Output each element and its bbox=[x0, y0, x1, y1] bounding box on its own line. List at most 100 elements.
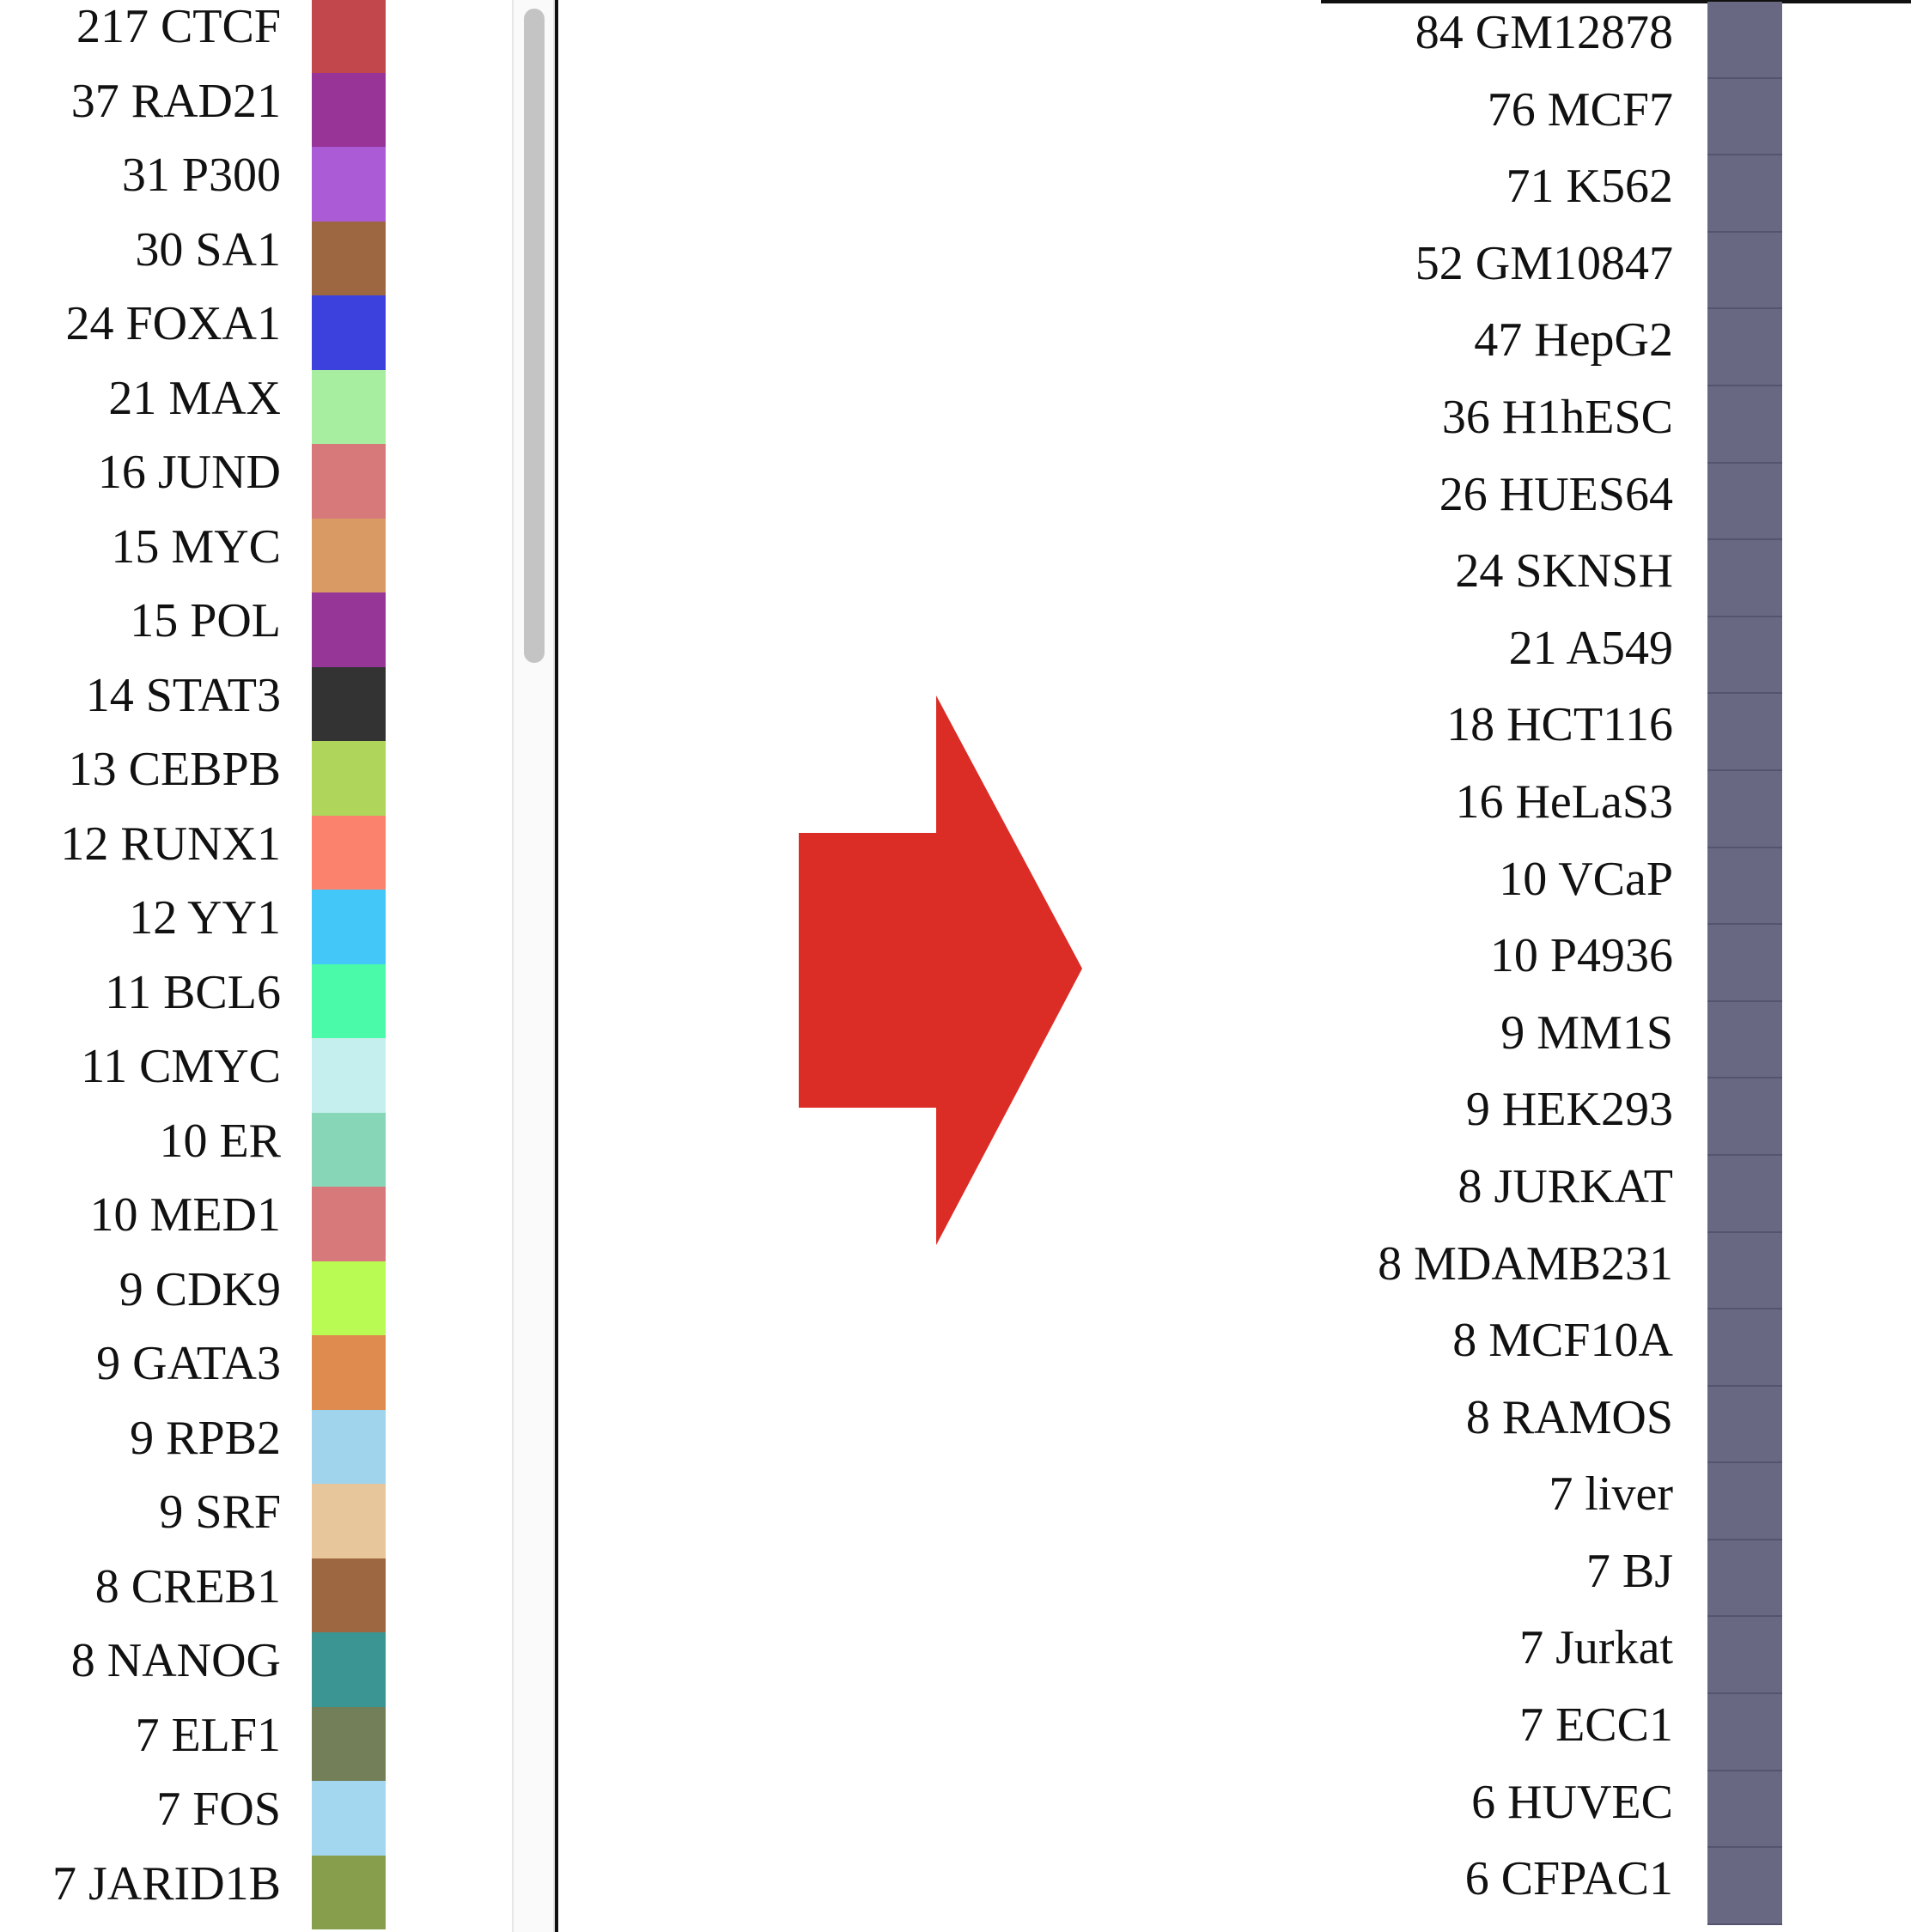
cell-line-legend-label: 36 H1hESC bbox=[1441, 390, 1673, 444]
factor-legend-label: 31 P300 bbox=[121, 149, 281, 202]
factor-legend-item[interactable]: 10 ER bbox=[0, 1112, 395, 1187]
factor-legend-item[interactable]: 9 CDK9 bbox=[0, 1261, 395, 1335]
cell-line-color-swatch bbox=[1707, 232, 1782, 310]
factor-legend-item[interactable]: 9 RPB2 bbox=[0, 1409, 395, 1484]
factor-color-swatch bbox=[312, 1038, 386, 1113]
cell-line-legend-item[interactable]: 6 CFPAC1 bbox=[1288, 1848, 1786, 1925]
cell-line-legend-item[interactable]: 6 HUVEC bbox=[1288, 1771, 1786, 1849]
cell-line-legend-item[interactable]: 10 VCaP bbox=[1288, 848, 1786, 926]
factor-legend-item[interactable]: 7 FOS bbox=[0, 1781, 395, 1856]
cell-line-legend-label: 8 MCF10A bbox=[1452, 1314, 1673, 1368]
cell-line-legend-item[interactable]: 16 HeLaS3 bbox=[1288, 770, 1786, 848]
factor-legend-label: 16 JUND bbox=[97, 446, 281, 499]
factor-legend-item[interactable]: 14 STAT3 bbox=[0, 666, 395, 741]
factor-legend-item[interactable]: 15 POL bbox=[0, 592, 395, 667]
factor-legend-label: 24 FOXA1 bbox=[65, 297, 281, 350]
cell-line-legend-item[interactable]: 71 K562 bbox=[1288, 155, 1786, 233]
cell-line-legend-item[interactable]: 47 HepG2 bbox=[1288, 309, 1786, 386]
factor-legend-list: 217 CTCF 37 RAD21 31 P300 30 SA1 24 FOXA1 21 … bbox=[0, 0, 395, 1929]
cell-line-legend-item[interactable]: 52 GM10847 bbox=[1288, 232, 1786, 310]
cell-line-color-swatch bbox=[1707, 1001, 1782, 1079]
cell-line-color-swatch bbox=[1707, 1463, 1782, 1540]
cell-line-color-swatch bbox=[1707, 463, 1782, 541]
cell-line-legend-item[interactable]: 76 MCF7 bbox=[1288, 78, 1786, 156]
cell-line-color-swatch bbox=[1707, 78, 1782, 156]
cell-line-legend-label: 18 HCT116 bbox=[1446, 698, 1673, 752]
cell-line-legend-item[interactable]: 9 HEK293 bbox=[1288, 1078, 1786, 1156]
factor-legend-item[interactable]: 21 MAX bbox=[0, 369, 395, 444]
factor-legend-item[interactable]: 12 YY1 bbox=[0, 890, 395, 964]
cell-line-legend-item[interactable]: 7 BJ bbox=[1288, 1540, 1786, 1618]
cell-line-legend-item[interactable]: 8 MCF10A bbox=[1288, 1309, 1786, 1387]
scrollbar-thumb[interactable] bbox=[524, 9, 545, 663]
factor-color-swatch bbox=[312, 963, 386, 1038]
factor-legend-item[interactable]: 11 CMYC bbox=[0, 1038, 395, 1113]
cell-line-legend-item[interactable]: 8 MDAMB231 bbox=[1288, 1232, 1786, 1310]
cell-line-legend-label: 52 GM10847 bbox=[1415, 236, 1673, 290]
cell-line-legend-item[interactable]: 9 MM1S bbox=[1288, 1001, 1786, 1079]
cell-line-legend-item[interactable]: 36 H1hESC bbox=[1288, 386, 1786, 464]
factor-legend-item[interactable]: 30 SA1 bbox=[0, 221, 395, 295]
cell-line-legend-item[interactable]: 7 Jurkat bbox=[1288, 1617, 1786, 1695]
cell-line-legend-label: 10 VCaP bbox=[1499, 852, 1673, 906]
factor-color-swatch bbox=[312, 592, 386, 667]
cell-line-color-swatch bbox=[1707, 1771, 1782, 1849]
factor-legend-scrollbar[interactable] bbox=[512, 0, 555, 1932]
factor-color-swatch bbox=[312, 1335, 386, 1410]
cell-line-legend-label: 9 HEK293 bbox=[1465, 1083, 1673, 1137]
factor-legend-item[interactable]: 8 NANOG bbox=[0, 1632, 395, 1707]
cell-line-legend-label: 7 BJ bbox=[1585, 1544, 1673, 1598]
cell-line-legend-item[interactable]: 21 A549 bbox=[1288, 617, 1786, 695]
factor-legend-label: 11 CMYC bbox=[81, 1040, 281, 1093]
factor-legend-item[interactable]: 16 JUND bbox=[0, 444, 395, 519]
factor-color-swatch bbox=[312, 666, 386, 741]
factor-color-swatch bbox=[312, 444, 386, 519]
factor-legend-item[interactable]: 31 P300 bbox=[0, 147, 395, 222]
factor-legend-item[interactable]: 24 FOXA1 bbox=[0, 295, 395, 370]
factor-color-swatch bbox=[312, 815, 386, 890]
cell-line-legend-label: 8 JURKAT bbox=[1458, 1159, 1673, 1213]
cell-line-legend-item[interactable]: 18 HCT116 bbox=[1288, 694, 1786, 771]
right-arrow-icon bbox=[799, 696, 1082, 1245]
factor-legend-label: 9 CDK9 bbox=[119, 1262, 281, 1316]
factor-legend-item[interactable]: 7 ELF1 bbox=[0, 1706, 395, 1781]
factor-color-swatch bbox=[312, 1112, 386, 1187]
cell-line-legend-item[interactable]: 26 HUES64 bbox=[1288, 463, 1786, 541]
factor-legend-item[interactable]: 9 GATA3 bbox=[0, 1335, 395, 1410]
factor-legend-label: 9 RPB2 bbox=[130, 1411, 281, 1465]
factor-legend-label: 12 YY1 bbox=[129, 891, 281, 945]
cell-line-legend-item[interactable]: 7 liver bbox=[1288, 1463, 1786, 1540]
cell-line-legend-label: 24 SKNSH bbox=[1455, 544, 1673, 598]
factor-color-swatch bbox=[312, 221, 386, 295]
cell-line-legend-item[interactable]: 10 P4936 bbox=[1288, 925, 1786, 1002]
cell-line-legend-item[interactable]: 24 SKNSH bbox=[1288, 540, 1786, 617]
cell-line-legend-item[interactable]: 84 GM12878 bbox=[1288, 2, 1786, 79]
factor-legend-item[interactable]: 7 JARID1B bbox=[0, 1855, 395, 1929]
cell-line-color-swatch bbox=[1707, 309, 1782, 386]
cell-line-color-swatch bbox=[1707, 848, 1782, 926]
factor-legend-item[interactable]: 37 RAD21 bbox=[0, 72, 395, 147]
factor-legend-item[interactable]: 9 SRF bbox=[0, 1484, 395, 1558]
factor-legend-item[interactable]: 12 RUNX1 bbox=[0, 815, 395, 890]
factor-color-swatch bbox=[312, 147, 386, 222]
factor-legend-item[interactable]: 13 CEBPB bbox=[0, 741, 395, 816]
factor-legend-item[interactable]: 11 BCL6 bbox=[0, 963, 395, 1038]
factor-legend-label: 8 CREB1 bbox=[94, 1559, 281, 1613]
factor-color-swatch bbox=[312, 741, 386, 816]
cell-line-color-swatch bbox=[1707, 1848, 1782, 1925]
factor-legend-item[interactable]: 217 CTCF bbox=[0, 0, 395, 73]
factor-legend-label: 13 CEBPB bbox=[68, 743, 281, 796]
factor-color-swatch bbox=[312, 369, 386, 444]
factor-legend-label: 15 POL bbox=[130, 594, 281, 647]
factor-color-swatch bbox=[312, 295, 386, 370]
factor-color-swatch bbox=[312, 1781, 386, 1856]
factor-legend-item[interactable]: 8 CREB1 bbox=[0, 1558, 395, 1632]
factor-color-swatch bbox=[312, 1706, 386, 1781]
cell-line-legend-item[interactable]: 8 RAMOS bbox=[1288, 1386, 1786, 1464]
cell-line-legend-item[interactable]: 7 ECC1 bbox=[1288, 1694, 1786, 1771]
cell-line-legend-label: 71 K562 bbox=[1506, 160, 1673, 214]
cell-line-color-swatch bbox=[1707, 617, 1782, 695]
factor-legend-item[interactable]: 10 MED1 bbox=[0, 1187, 395, 1261]
cell-line-legend-item[interactable]: 8 JURKAT bbox=[1288, 1155, 1786, 1233]
factor-legend-item[interactable]: 15 MYC bbox=[0, 518, 395, 592]
